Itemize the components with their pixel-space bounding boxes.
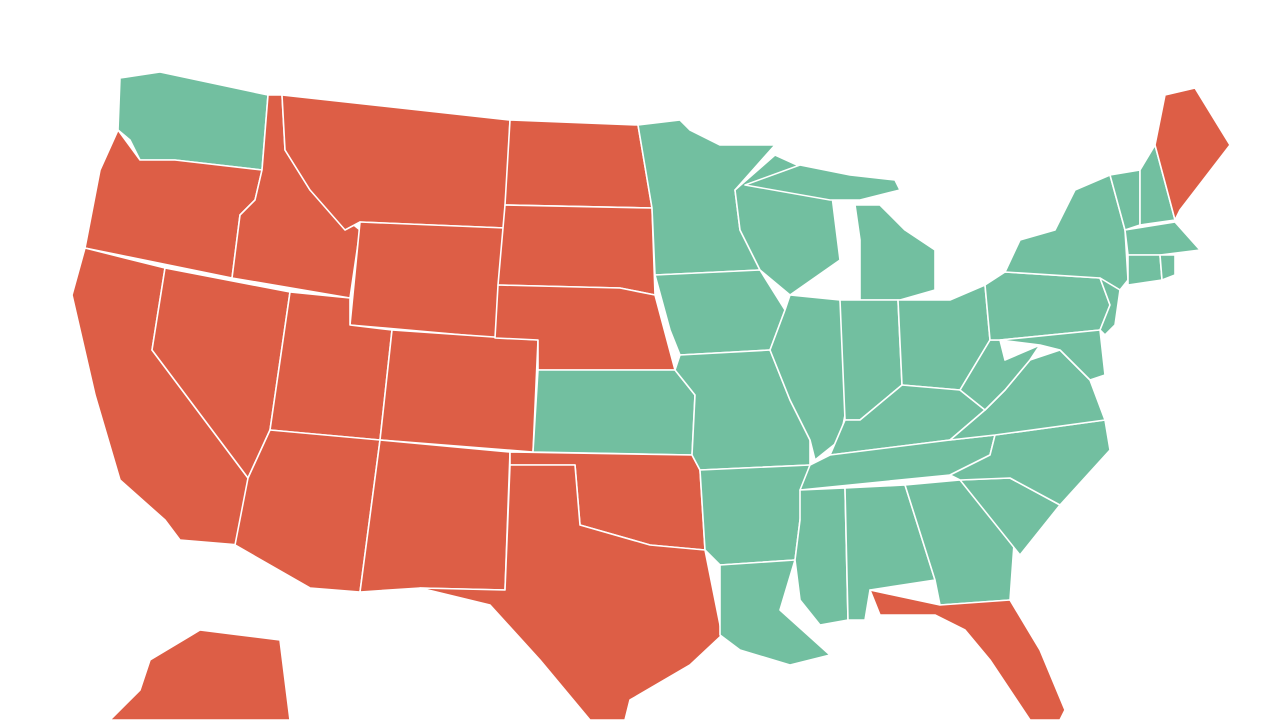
state-wv [959,339,1041,411]
state-ks [532,369,696,456]
state-nj [1099,277,1121,336]
state-ar [699,464,811,566]
state-mi [854,204,936,301]
state-co [379,329,539,453]
state-ny [1004,174,1129,291]
state-ri [1159,254,1176,281]
state-md [999,329,1106,381]
state-fl [869,589,1066,720]
state-wa [117,71,269,171]
state-nd [504,119,653,209]
state-ms [794,487,849,626]
state-ma [1124,221,1201,256]
state-mi-upper [744,164,901,201]
state-nc [949,419,1111,506]
state-tx [419,464,723,720]
state-la [719,559,831,666]
state-ia [654,269,786,356]
state-ak [109,629,291,720]
state-pa [984,271,1111,341]
state-nm [359,439,511,593]
state-wy [349,221,506,339]
state-ct [1127,254,1163,286]
state-me [1154,87,1231,221]
state-sd [497,204,656,296]
